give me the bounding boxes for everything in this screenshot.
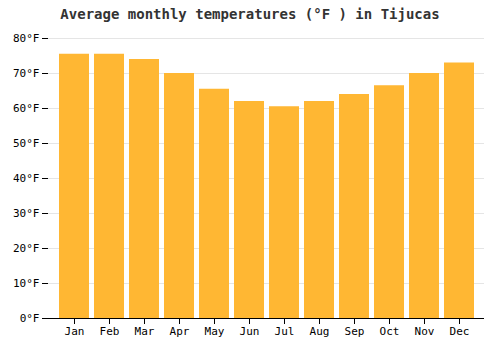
svg-text:80°F: 80°F <box>13 32 40 45</box>
svg-text:Jun: Jun <box>240 325 260 338</box>
svg-text:10°F: 10°F <box>13 277 40 290</box>
svg-text:May: May <box>205 325 225 338</box>
svg-text:20°F: 20°F <box>13 242 40 255</box>
svg-text:Jul: Jul <box>275 325 295 338</box>
svg-text:Sep: Sep <box>345 325 365 338</box>
svg-text:Feb: Feb <box>100 325 120 338</box>
svg-text:Dec: Dec <box>450 325 470 338</box>
svg-text:Apr: Apr <box>170 325 190 338</box>
svg-text:Aug: Aug <box>310 325 330 338</box>
svg-text:Nov: Nov <box>415 325 435 338</box>
svg-text:60°F: 60°F <box>13 102 40 115</box>
svg-text:0°F: 0°F <box>20 312 40 325</box>
svg-text:30°F: 30°F <box>13 207 40 220</box>
svg-text:Oct: Oct <box>380 325 400 338</box>
svg-text:40°F: 40°F <box>13 172 40 185</box>
html-text:Average monthly temperatures (: Average monthly temperatures (°F ) in Ti… <box>60 6 440 22</box>
svg-text:50°F: 50°F <box>13 137 40 150</box>
svg-text:70°F: 70°F <box>13 67 40 80</box>
svg-text:Mar: Mar <box>135 325 155 338</box>
svg-text:Jan: Jan <box>65 325 85 338</box>
